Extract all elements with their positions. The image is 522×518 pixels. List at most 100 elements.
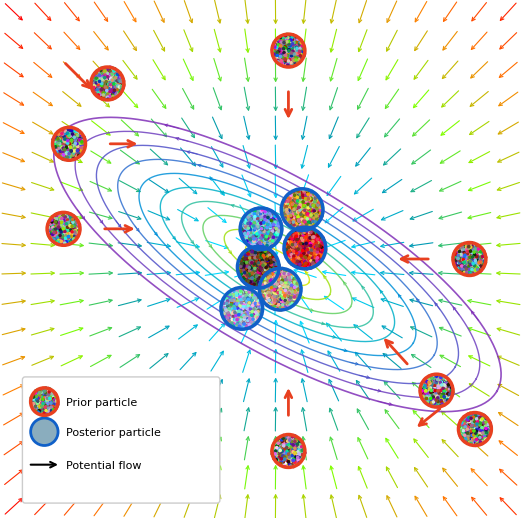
Point — [261, 212, 269, 221]
Point — [292, 220, 301, 228]
Point — [288, 204, 296, 212]
Point — [434, 371, 443, 379]
Point — [46, 400, 54, 408]
Point — [241, 314, 250, 322]
Point — [52, 394, 61, 402]
Point — [66, 124, 74, 132]
Point — [299, 447, 307, 455]
Point — [115, 74, 124, 82]
Point — [273, 283, 281, 292]
Point — [283, 297, 292, 306]
Point — [289, 232, 298, 240]
Point — [299, 191, 307, 199]
Point — [454, 247, 462, 255]
Point — [284, 209, 293, 217]
Point — [270, 451, 279, 459]
Point — [276, 223, 284, 231]
Point — [40, 410, 48, 419]
Point — [35, 391, 44, 399]
Point — [239, 217, 247, 225]
Point — [107, 69, 115, 77]
Point — [301, 192, 310, 200]
Point — [485, 429, 494, 437]
Point — [462, 422, 471, 430]
Point — [267, 264, 276, 272]
Point — [287, 439, 295, 448]
Point — [274, 39, 282, 48]
Point — [482, 418, 490, 426]
Point — [275, 306, 283, 314]
Point — [63, 139, 71, 147]
Point — [243, 210, 252, 219]
Point — [240, 313, 248, 321]
Point — [272, 219, 281, 227]
Point — [248, 236, 257, 244]
Point — [275, 225, 283, 233]
Point — [474, 416, 483, 424]
Point — [253, 272, 261, 281]
Point — [296, 38, 305, 47]
Point — [269, 50, 277, 59]
Point — [300, 449, 309, 457]
Point — [264, 275, 272, 283]
Point — [287, 236, 295, 244]
Point — [241, 292, 249, 300]
Point — [281, 32, 290, 40]
Point — [96, 69, 104, 78]
Point — [242, 303, 250, 311]
Point — [243, 315, 252, 323]
Point — [217, 307, 226, 315]
Point — [475, 266, 483, 275]
Point — [276, 275, 284, 283]
Point — [254, 258, 262, 266]
Point — [439, 384, 447, 393]
Point — [478, 424, 487, 433]
Point — [437, 382, 445, 391]
Point — [315, 258, 324, 266]
Point — [253, 261, 262, 269]
Point — [293, 447, 301, 455]
Point — [481, 426, 490, 435]
Point — [480, 435, 489, 443]
Point — [471, 248, 480, 256]
Point — [273, 267, 281, 276]
Point — [39, 385, 48, 393]
Point — [298, 446, 306, 454]
Point — [422, 396, 430, 405]
Point — [51, 392, 60, 400]
Point — [293, 290, 302, 298]
Point — [228, 306, 236, 314]
Point — [434, 371, 443, 380]
Point — [256, 246, 265, 254]
Point — [67, 128, 75, 136]
Point — [72, 225, 80, 234]
Point — [298, 240, 306, 249]
Point — [103, 83, 111, 92]
Point — [242, 285, 250, 294]
Point — [307, 246, 316, 254]
Point — [459, 417, 467, 425]
Point — [38, 401, 46, 410]
Point — [100, 67, 109, 75]
Point — [247, 250, 255, 258]
Point — [314, 215, 323, 224]
Point — [46, 220, 55, 228]
Point — [295, 41, 304, 49]
Point — [313, 211, 321, 220]
Point — [295, 40, 304, 49]
Circle shape — [31, 418, 58, 445]
Point — [230, 315, 239, 324]
Point — [80, 138, 88, 147]
Point — [101, 92, 110, 100]
Point — [469, 260, 477, 268]
Point — [250, 237, 258, 245]
Point — [430, 397, 438, 406]
Point — [241, 296, 250, 305]
Point — [292, 442, 301, 450]
Point — [55, 233, 64, 241]
Point — [304, 249, 312, 257]
Point — [271, 442, 280, 450]
Point — [298, 49, 306, 57]
Point — [282, 44, 291, 52]
Point — [244, 318, 252, 326]
